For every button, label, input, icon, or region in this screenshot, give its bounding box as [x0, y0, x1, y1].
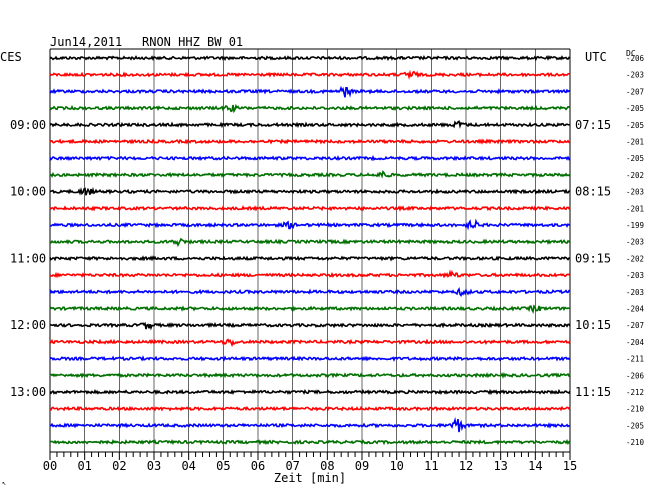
x-tick-label-12: 12 — [459, 459, 473, 473]
seismogram-traces — [49, 55, 571, 446]
dc-value-row-21: -210 — [626, 405, 645, 414]
trace-row-6 — [49, 154, 571, 162]
station-label: RNON HHZ BW 01 — [142, 35, 243, 49]
dc-value-row-18: -211 — [626, 355, 644, 364]
trace-row-19 — [49, 371, 571, 379]
left-hour-label: 11:00 — [10, 251, 46, 265]
left-hour-label: 13:00 — [10, 385, 46, 399]
corner-mark: ↖ — [2, 479, 6, 487]
x-tick-label-13: 13 — [493, 459, 507, 473]
x-axis-label: Zeit [min] — [274, 471, 346, 485]
trace-row-9 — [49, 204, 571, 212]
right-hour-label: 11:15 — [575, 385, 611, 399]
dc-value-row-9: -201 — [626, 204, 644, 213]
right-timezone-label: UTC — [585, 50, 607, 64]
x-tick-label-11: 11 — [424, 459, 438, 473]
dc-value-row-0: -206 — [626, 54, 645, 63]
trace-row-12 — [49, 255, 571, 262]
dc-value-row-6: -205 — [626, 154, 644, 163]
trace-row-14 — [49, 287, 571, 297]
right-hour-label: 10:15 — [575, 318, 611, 332]
date-label: Jun14,2011 — [50, 35, 122, 49]
dc-label: DC — [626, 49, 636, 58]
right-hour-label: 09:15 — [575, 251, 611, 265]
trace-row-4 — [49, 120, 571, 129]
dc-value-row-1: -203 — [626, 71, 644, 80]
trace-row-21 — [49, 405, 571, 412]
dc-offset-labels: -206 -203 -207 -205 -205 -201 -205 -202 -203 -201… — [626, 54, 645, 447]
trace-row-16 — [49, 321, 571, 331]
trace-row-11 — [49, 237, 571, 248]
dc-value-row-23: -210 — [626, 438, 645, 447]
dc-value-row-15: -204 — [626, 305, 645, 314]
x-tick-label-06: 06 — [251, 459, 265, 473]
x-tick-label-04: 04 — [181, 459, 195, 473]
dc-value-row-12: -202 — [626, 254, 644, 263]
trace-row-2 — [49, 85, 571, 98]
trace-row-10 — [50, 218, 570, 231]
x-tick-label-10: 10 — [389, 459, 403, 473]
trace-row-0 — [49, 55, 571, 62]
dc-value-row-5: -201 — [626, 138, 644, 147]
x-axis: 00 01 02 03 04 05 06 07 08 09 10 11 12 13 14 15 — [43, 451, 577, 473]
left-hour-label: 10:00 — [10, 185, 46, 199]
x-tick-label-09: 09 — [355, 459, 369, 473]
trace-row-17 — [49, 338, 571, 348]
dc-value-row-4: -205 — [626, 121, 644, 130]
trace-row-18 — [49, 355, 571, 362]
hour-labels: 09:00 10:00 11:00 12:00 13:00 07:15 08:15 09:15… — [10, 118, 611, 399]
trace-row-20 — [49, 388, 571, 396]
x-tick-label-14: 14 — [528, 459, 542, 473]
dc-value-row-10: -199 — [626, 221, 644, 230]
dc-value-row-17: -204 — [626, 338, 645, 347]
dc-value-row-16: -207 — [626, 321, 644, 330]
trace-row-3 — [49, 103, 571, 114]
trace-row-8 — [49, 186, 571, 196]
x-tick-label-02: 02 — [112, 459, 126, 473]
trace-row-7 — [49, 170, 571, 179]
right-hour-label: 08:15 — [575, 185, 611, 199]
x-tick-label-07: 07 — [285, 459, 299, 473]
dc-value-row-8: -203 — [626, 188, 644, 197]
dc-value-row-7: -202 — [626, 171, 644, 180]
x-tick-label-05: 05 — [216, 459, 230, 473]
trace-row-1 — [49, 69, 571, 80]
dc-value-row-3: -205 — [626, 104, 644, 113]
left-timezone-label: CES — [0, 50, 22, 64]
x-tick-label-03: 03 — [147, 459, 161, 473]
dc-value-row-19: -206 — [626, 371, 645, 380]
trace-row-15 — [49, 304, 571, 314]
left-hour-label: 09:00 — [10, 118, 46, 132]
trace-row-5 — [49, 138, 571, 145]
x-tick-label-00: 00 — [43, 459, 57, 473]
dc-value-row-14: -203 — [626, 288, 644, 297]
x-tick-label-01: 01 — [77, 459, 91, 473]
trace-row-23 — [49, 438, 571, 446]
x-tick-label-15: 15 — [563, 459, 577, 473]
dc-value-row-2: -207 — [626, 87, 644, 96]
x-tick-label-08: 08 — [320, 459, 334, 473]
trace-row-13 — [49, 269, 571, 279]
time-grid — [84, 49, 536, 452]
dc-value-row-13: -203 — [626, 271, 644, 280]
dc-value-row-22: -205 — [626, 421, 644, 430]
dc-value-row-20: -212 — [626, 388, 644, 397]
dc-value-row-11: -203 — [626, 238, 644, 247]
right-hour-label: 07:15 — [575, 118, 611, 132]
left-hour-label: 12:00 — [10, 318, 46, 332]
trace-row-22 — [49, 416, 571, 433]
